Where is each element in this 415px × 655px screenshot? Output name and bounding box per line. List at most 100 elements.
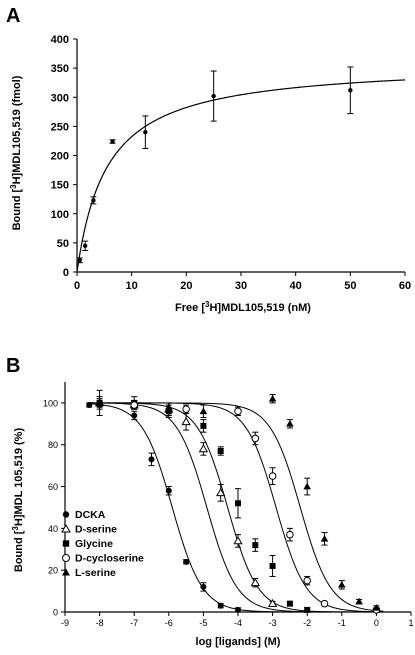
panel-a-y-tick-label: 200 bbox=[51, 151, 69, 163]
panel-b-data-point bbox=[251, 434, 260, 443]
panel-b-data-point bbox=[130, 401, 138, 409]
panel-b-data-point bbox=[217, 602, 224, 609]
panel-b-x-tick-label: -3 bbox=[269, 618, 277, 628]
panel-a-y-axis-label: Bound [3H]MDL105,519 (fmol) bbox=[9, 75, 23, 230]
panel-b-data-point bbox=[355, 597, 363, 605]
panel-b-data-point bbox=[233, 536, 243, 545]
panel-a-data-point bbox=[110, 139, 115, 144]
panel-b-data-point bbox=[235, 606, 241, 613]
panel-b-legend-marker bbox=[62, 540, 70, 547]
panel-b-data-point bbox=[286, 600, 293, 607]
panel-a-ticks: 0 10 20 30 40 50 60 0 50 100 150 200 250 300 350 400 bbox=[51, 34, 411, 292]
panel-b-x-tick-label: -6 bbox=[165, 618, 173, 628]
panel-b-data-point bbox=[182, 405, 190, 413]
panel-b-legend-marker bbox=[61, 523, 71, 533]
panel-b-data-point bbox=[268, 394, 277, 402]
panel-b-x-tick-label: -5 bbox=[199, 618, 207, 628]
panel-b-x-tick-label: -1 bbox=[338, 618, 346, 628]
panel-b-data-point bbox=[200, 583, 207, 590]
panel-a-data-point bbox=[143, 130, 148, 135]
panel-a-x-tick-label: 0 bbox=[74, 280, 80, 292]
panel-a-y-tick-label: 350 bbox=[51, 63, 69, 75]
panel-b-data-point bbox=[165, 487, 172, 494]
panel-a-data-point bbox=[211, 93, 216, 99]
panel-b-legend-marker bbox=[62, 511, 70, 518]
panel-b-legend: DCKA D-serine Glycine D-cycloserine L-serine bbox=[61, 509, 144, 579]
panel-b-letter: B bbox=[6, 355, 20, 377]
panel-a-y-tick-label: 300 bbox=[51, 92, 69, 104]
panel-a-data-point bbox=[83, 243, 88, 248]
panel-a-x-tick-label: 10 bbox=[126, 280, 138, 292]
panel-b-legend-label: DCKA bbox=[75, 509, 106, 521]
panel-b-data-point bbox=[320, 535, 329, 542]
panel-b-data-point bbox=[304, 606, 311, 613]
panel-b-x-tick-label: -8 bbox=[96, 618, 104, 628]
panel-a-x-tick-label: 60 bbox=[399, 280, 411, 292]
panel-b-data-point bbox=[303, 576, 312, 585]
panel-b-data-point bbox=[148, 456, 155, 463]
panel-b-data-point bbox=[199, 407, 208, 415]
panel-b-legend-label: L-serine bbox=[75, 567, 116, 579]
panel-b-data-point bbox=[252, 542, 259, 549]
panel-b-x-tick-label: -7 bbox=[130, 618, 138, 628]
panel-b-x-tick-label: 0 bbox=[374, 618, 379, 628]
panel-a-x-tick-label: 30 bbox=[235, 280, 247, 292]
panel-a: A 0 10 20 30 40 50 60050100150200250300350400 … bbox=[6, 5, 411, 314]
panel-b-y-tick-label: 0 bbox=[53, 608, 58, 618]
panel-b-data-point bbox=[216, 488, 226, 497]
panel-b-data-point bbox=[234, 407, 242, 416]
panel-b-data-point bbox=[286, 420, 294, 427]
panel-b-fit-line bbox=[89, 402, 384, 612]
panel-b-data-point bbox=[372, 604, 381, 611]
panel-a-data-point bbox=[348, 88, 353, 93]
panel-b-data-point bbox=[267, 598, 278, 607]
panel-b-data-point bbox=[131, 412, 138, 419]
panel-b-x-tick-label: -4 bbox=[234, 618, 242, 628]
panel-a-data-point bbox=[91, 198, 96, 203]
panel-a-y-tick-label: 100 bbox=[51, 209, 69, 221]
panel-b-y-tick-label: 100 bbox=[43, 398, 58, 408]
panel-b-data-point bbox=[200, 422, 207, 429]
panel-b-legend-label: Glycine bbox=[75, 538, 113, 550]
panel-b-fit-line bbox=[89, 402, 384, 613]
panel-a-y-tick-label: 0 bbox=[63, 267, 69, 279]
panel-a-axes bbox=[76, 39, 405, 273]
panel-b-x-tick-label: 1 bbox=[408, 618, 413, 628]
panel-b-data-point bbox=[86, 402, 93, 408]
panel-a-x-tick-label: 40 bbox=[290, 280, 302, 292]
panel-b-data-point bbox=[181, 416, 191, 426]
panel-b-points bbox=[86, 389, 381, 614]
panel-a-data-point bbox=[77, 258, 82, 263]
panel-b-data-point bbox=[235, 500, 241, 507]
panel-b-data-point bbox=[303, 482, 311, 490]
panel-b-data-point bbox=[320, 599, 329, 608]
panel-b-y-tick-label: 80 bbox=[48, 440, 58, 450]
panel-b-data-point bbox=[269, 563, 276, 569]
panel-a-x-tick-label: 20 bbox=[180, 280, 192, 292]
panel-b-legend-marker bbox=[62, 554, 70, 562]
panel-b-x-axis-label: log [ligands] (M) bbox=[196, 636, 281, 648]
panel-b-data-point bbox=[198, 444, 209, 453]
panel-b-x-tick-label: -9 bbox=[61, 618, 69, 628]
panel-b-y-axis-label: Bound [3H]MDL 105,519 (%) bbox=[11, 428, 25, 573]
panel-a-fit-curve bbox=[76, 79, 406, 271]
panel-b-y-tick-label: 40 bbox=[48, 524, 58, 534]
panel-a-y-tick-label: 400 bbox=[51, 34, 69, 46]
panel-a-y-tick-label: 250 bbox=[51, 121, 69, 133]
panel-a-y-tick-label: 50 bbox=[57, 238, 69, 250]
panel-b-data-point bbox=[338, 581, 346, 588]
panel-a-x-axis-label: Free [3H]MDL105,519 (nM) bbox=[175, 300, 311, 314]
panel-b-data-point bbox=[165, 403, 173, 410]
panel-b-y-tick-label: 20 bbox=[48, 566, 58, 576]
panel-a-letter: A bbox=[6, 5, 20, 27]
panel-b-data-point bbox=[217, 448, 224, 454]
panel-b-legend-label: D-cycloserine bbox=[75, 553, 144, 565]
panel-b-data-point bbox=[95, 399, 104, 406]
panel-b-legend-label: D-serine bbox=[75, 524, 117, 536]
panel-b-data-point bbox=[250, 577, 260, 587]
panel-b-legend-marker bbox=[62, 568, 70, 576]
panel-a-points bbox=[76, 66, 354, 264]
panel-a-y-tick-label: 150 bbox=[51, 180, 69, 192]
